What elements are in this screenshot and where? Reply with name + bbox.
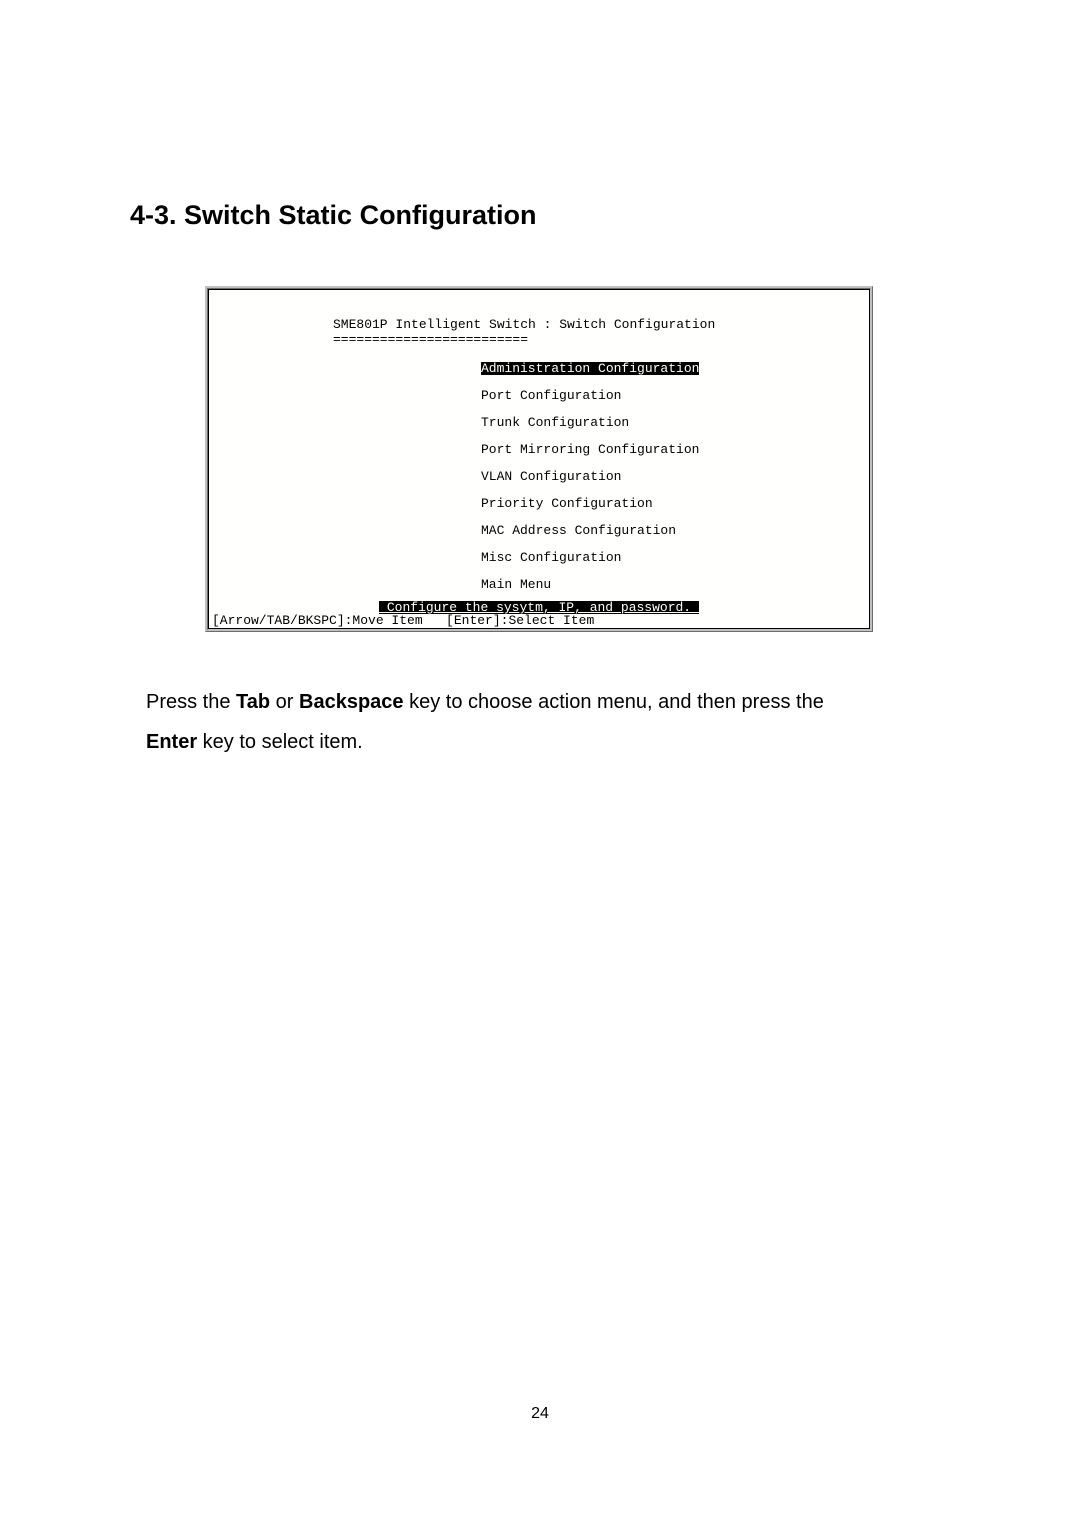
terminal-title: SME801P Intelligent Switch : Switch Conf… bbox=[209, 318, 869, 331]
menu-item-misc-config[interactable]: Misc Configuration bbox=[481, 551, 621, 564]
instruction-paragraph: Press the Tab or Backspace key to choose… bbox=[146, 682, 950, 762]
text-part3: key to choose action menu, and then pres… bbox=[404, 691, 824, 713]
terminal-screenshot: SME801P Intelligent Switch : Switch Conf… bbox=[205, 286, 873, 632]
menu-item-admin-config[interactable]: Administration Configuration bbox=[481, 362, 699, 375]
menu-item-main-menu[interactable]: Main Menu bbox=[481, 578, 551, 591]
menu-row-1: Port Configuration bbox=[209, 389, 869, 402]
menu-row-5: Priority Configuration bbox=[209, 497, 869, 510]
menu-row-0: Administration Configuration bbox=[209, 362, 869, 375]
page-container: 4-3. Switch Static Configuration SME801P… bbox=[0, 0, 1080, 762]
text-bold-backspace: Backspace bbox=[299, 691, 404, 713]
terminal-inner: SME801P Intelligent Switch : Switch Conf… bbox=[208, 289, 870, 629]
text-part1: Press the bbox=[146, 691, 236, 713]
nav-help: [Arrow/TAB/BKSPC]:Move Item [Enter]:Sele… bbox=[209, 614, 869, 628]
menu-row-4: VLAN Configuration bbox=[209, 470, 869, 483]
menu-row-8: Main Menu bbox=[209, 578, 869, 591]
menu-row-7: Misc Configuration bbox=[209, 551, 869, 564]
menu-item-port-mirroring[interactable]: Port Mirroring Configuration bbox=[481, 443, 699, 456]
menu-item-trunk-config[interactable]: Trunk Configuration bbox=[481, 416, 629, 429]
text-bold-enter: Enter bbox=[146, 731, 197, 753]
menu-row-6: MAC Address Configuration bbox=[209, 524, 869, 537]
menu-item-mac-config[interactable]: MAC Address Configuration bbox=[481, 524, 676, 537]
text-part4: key to select item. bbox=[197, 731, 363, 753]
text-bold-tab: Tab bbox=[236, 691, 270, 713]
terminal-divider: ========================= bbox=[209, 333, 869, 346]
menu-row-2: Trunk Configuration bbox=[209, 416, 869, 429]
menu-item-priority-config[interactable]: Priority Configuration bbox=[481, 497, 653, 510]
page-number: 24 bbox=[0, 1405, 1080, 1423]
menu-item-vlan-config[interactable]: VLAN Configuration bbox=[481, 470, 621, 483]
menu-row-3: Port Mirroring Configuration bbox=[209, 443, 869, 456]
text-part2: or bbox=[270, 691, 299, 713]
section-heading: 4-3. Switch Static Configuration bbox=[130, 200, 950, 231]
menu-item-port-config[interactable]: Port Configuration bbox=[481, 389, 621, 402]
